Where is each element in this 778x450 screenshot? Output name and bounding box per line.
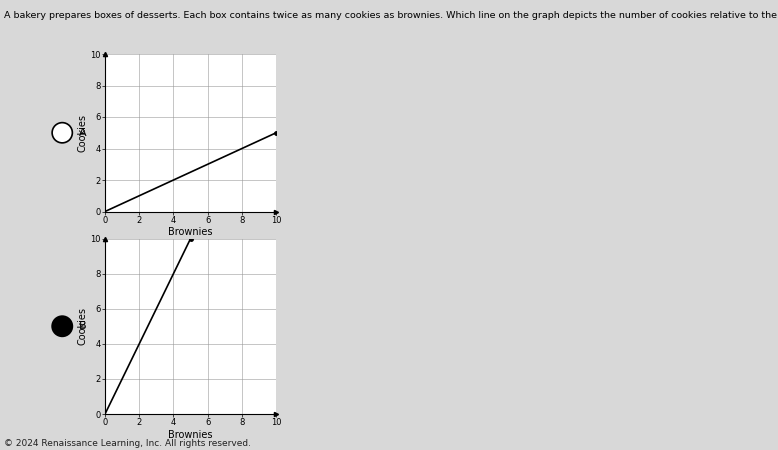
Text: © 2024 Renaissance Learning, Inc. All rights reserved.: © 2024 Renaissance Learning, Inc. All ri…	[4, 439, 251, 448]
X-axis label: Brownies: Brownies	[168, 227, 213, 238]
Y-axis label: Cookies: Cookies	[78, 307, 88, 345]
X-axis label: Brownies: Brownies	[168, 430, 213, 440]
Text: A: A	[79, 128, 86, 138]
Text: B: B	[79, 321, 86, 331]
Text: A bakery prepares boxes of desserts. Each box contains twice as many cookies as : A bakery prepares boxes of desserts. Eac…	[4, 11, 778, 20]
Y-axis label: Cookies: Cookies	[78, 114, 88, 152]
